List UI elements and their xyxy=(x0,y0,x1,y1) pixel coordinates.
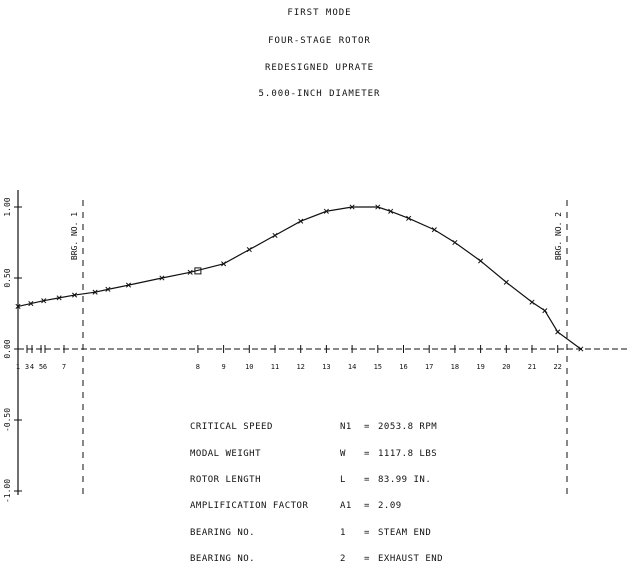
title-line-1: FIRST MODE xyxy=(287,8,352,18)
data-point xyxy=(272,232,278,238)
station-label: 18 xyxy=(451,363,459,371)
station-label: 10 xyxy=(245,363,253,371)
station-label: 21 xyxy=(528,363,536,371)
info-equals: = xyxy=(364,528,370,538)
data-point xyxy=(349,204,355,210)
info-value: 2053.8 RPM xyxy=(378,422,438,432)
data-point xyxy=(431,227,437,233)
info-symbol: 1 xyxy=(340,528,346,538)
bearing-label: BRG. NO. 2 xyxy=(554,212,563,260)
station-label: 19 xyxy=(476,363,484,371)
station-label: 22 xyxy=(553,363,561,371)
info-value: 83.99 IN. xyxy=(378,475,432,485)
station-label: 6 xyxy=(43,363,47,371)
data-point xyxy=(92,289,98,295)
data-point xyxy=(159,275,165,281)
station-label: 4 xyxy=(30,363,34,371)
station-label: 20 xyxy=(502,363,510,371)
station-label: 8 xyxy=(196,363,200,371)
bearing-marker xyxy=(194,267,202,275)
info-symbol: 2 xyxy=(340,554,346,564)
info-value: 1117.8 LBS xyxy=(378,449,438,459)
info-label: BEARING NO. xyxy=(190,554,256,564)
station-label: 14 xyxy=(348,363,356,371)
station-label: 1 xyxy=(16,363,20,371)
title-line-4: 5.000-INCH DIAMETER xyxy=(258,89,381,99)
data-point xyxy=(555,329,561,335)
station-label: 12 xyxy=(296,363,304,371)
data-point xyxy=(529,299,535,305)
mode-shape-line xyxy=(17,206,582,350)
info-equals: = xyxy=(364,475,370,485)
station-label: 13 xyxy=(322,363,330,371)
info-label: AMPLIFICATION FACTOR xyxy=(190,501,309,511)
info-symbol: N1 xyxy=(340,422,352,432)
info-value: STEAM END xyxy=(378,528,432,538)
data-point xyxy=(542,308,548,314)
station-label: 5 xyxy=(39,363,43,371)
station-label: 7 xyxy=(62,363,66,371)
info-equals: = xyxy=(364,449,370,459)
station-label: 17 xyxy=(425,363,433,371)
data-point xyxy=(388,208,394,214)
y-tick-label: 1.00 xyxy=(3,197,12,216)
info-value: 2.09 xyxy=(378,501,402,511)
bearing-label: BRG. NO. 1 xyxy=(70,212,79,260)
info-equals: = xyxy=(364,501,370,511)
data-point xyxy=(221,261,227,267)
info-symbol: W xyxy=(340,449,346,459)
station-label: 16 xyxy=(399,363,407,371)
data-point xyxy=(28,301,34,307)
data-point xyxy=(578,346,584,352)
y-tick-label: -1.00 xyxy=(3,479,12,503)
station-label: 11 xyxy=(271,363,279,371)
data-point xyxy=(187,269,193,275)
title-line-3: REDESIGNED UPRATE xyxy=(264,63,375,73)
y-tick-label: 0.00 xyxy=(3,339,12,358)
y-tick-label: -0.50 xyxy=(3,408,12,432)
info-equals: = xyxy=(364,422,370,432)
info-equals: = xyxy=(364,554,370,564)
station-label: 15 xyxy=(374,363,382,371)
title-line-2: FOUR-STAGE ROTOR xyxy=(268,36,371,46)
data-point xyxy=(375,204,381,210)
info-label: MODAL WEIGHT xyxy=(190,449,262,459)
data-point xyxy=(15,303,21,309)
data-point xyxy=(406,215,412,221)
data-point xyxy=(71,292,78,298)
data-point xyxy=(298,218,304,224)
station-label: 3 xyxy=(25,363,29,371)
info-symbol: L xyxy=(340,475,346,485)
station-label: 9 xyxy=(221,363,225,371)
data-point xyxy=(478,258,484,264)
info-label: BEARING NO. xyxy=(190,528,256,538)
data-point xyxy=(105,286,111,292)
info-label: ROTOR LENGTH xyxy=(190,475,262,485)
data-point xyxy=(125,282,132,288)
y-tick-label: 0.50 xyxy=(3,268,12,287)
info-value: EXHAUST END xyxy=(378,554,444,564)
data-point xyxy=(452,239,458,246)
data-point xyxy=(503,279,509,285)
info-label: CRITICAL SPEED xyxy=(190,422,273,432)
info-symbol: A1 xyxy=(340,501,352,511)
data-point xyxy=(246,247,252,253)
data-point xyxy=(323,208,329,214)
data-point xyxy=(56,295,62,301)
data-point xyxy=(41,298,47,304)
